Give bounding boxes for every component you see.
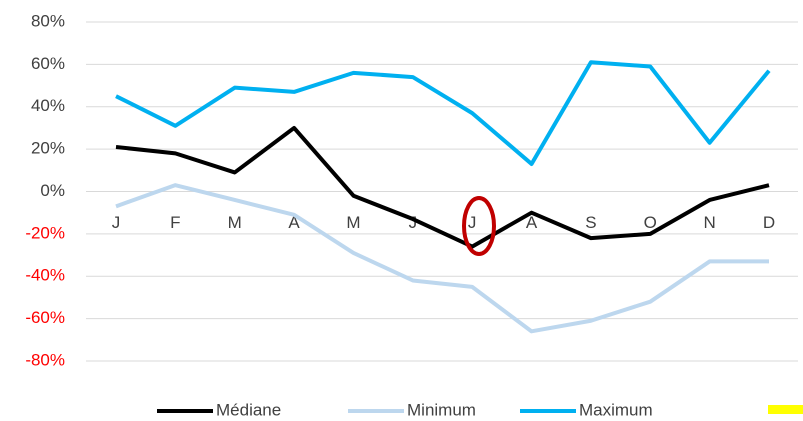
series-line — [115, 183, 769, 334]
x-tick-label: S — [585, 213, 596, 232]
y-tick-label: 0% — [40, 181, 65, 200]
x-tick-label: O — [644, 213, 657, 232]
x-tick-label: N — [703, 213, 715, 232]
x-tick-label: J — [112, 213, 121, 232]
yellow-marker — [768, 405, 803, 414]
x-tick-label: M — [346, 213, 360, 232]
x-tick-label: A — [526, 213, 538, 232]
y-tick-label: 60% — [31, 54, 65, 73]
y-tick-label: -40% — [25, 266, 65, 285]
legend-label: Médiane — [216, 400, 281, 419]
legend-label: Maximum — [579, 400, 653, 419]
x-tick-label: J — [468, 213, 477, 232]
y-tick-label: -60% — [25, 308, 65, 327]
y-tick-label: -80% — [25, 350, 65, 369]
series-line — [115, 60, 771, 166]
y-tick-label: -20% — [25, 223, 65, 242]
x-tick-label: M — [228, 213, 242, 232]
y-tick-label: 20% — [31, 139, 65, 158]
legend-label: Minimum — [407, 400, 476, 419]
x-tick-label: J — [409, 213, 418, 232]
x-tick-label: D — [763, 213, 775, 232]
series-line — [115, 125, 770, 249]
x-tick-label: F — [170, 213, 180, 232]
highlight-ellipse — [462, 196, 496, 256]
y-tick-label: 40% — [31, 96, 65, 115]
y-tick-label: 80% — [31, 11, 65, 30]
